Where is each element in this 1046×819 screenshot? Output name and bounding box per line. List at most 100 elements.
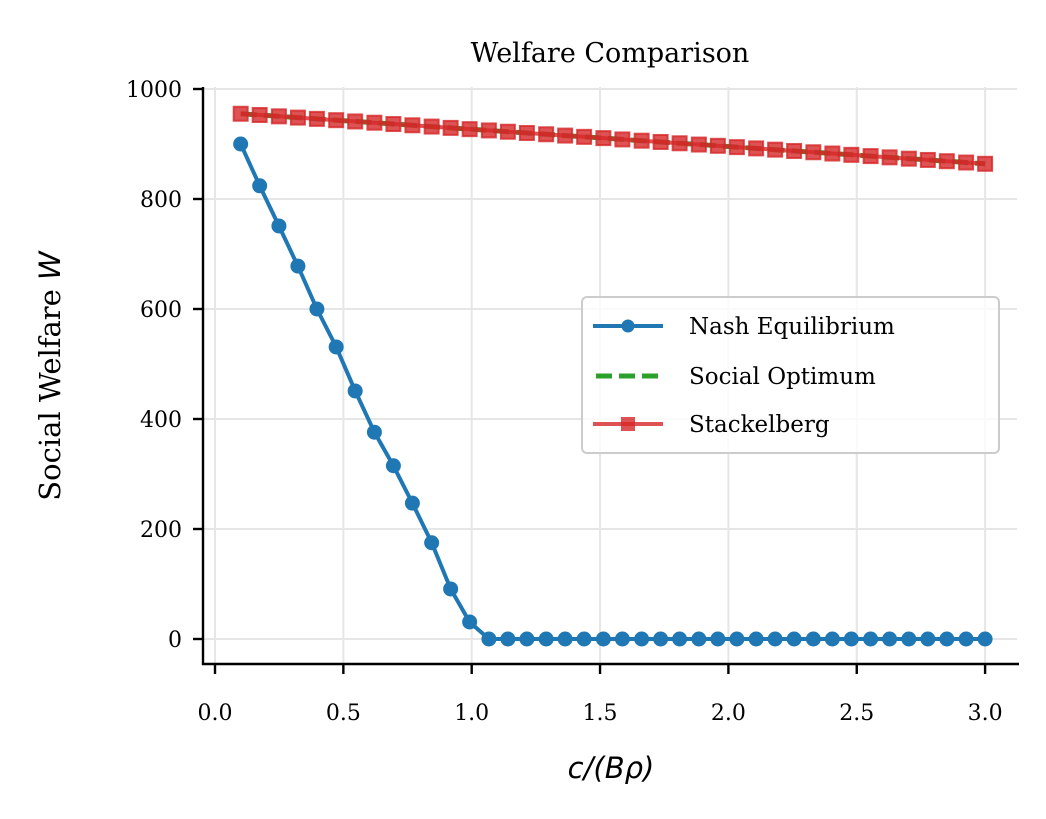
nash-point xyxy=(519,631,535,647)
stackelberg-point xyxy=(347,113,364,130)
series-nash-equilibrium xyxy=(233,136,993,647)
stackelberg-point xyxy=(786,142,803,159)
y-tick-label: 1000 xyxy=(126,78,182,103)
nash-point xyxy=(366,424,382,440)
nash-point xyxy=(958,631,974,647)
stackelberg-point xyxy=(251,107,268,124)
stackelberg-point xyxy=(805,144,822,161)
x-tick-label: 2.5 xyxy=(839,701,874,726)
x-tick-label: 3.0 xyxy=(968,701,1003,726)
nash-point xyxy=(843,631,859,647)
stackelberg-point xyxy=(671,135,688,152)
stackelberg-point xyxy=(633,132,650,149)
stackelberg-point xyxy=(862,148,879,165)
nash-point xyxy=(424,535,440,551)
stackelberg-point xyxy=(919,151,936,168)
stackelberg-point xyxy=(576,128,593,145)
stackelberg-point xyxy=(442,119,459,136)
nash-point xyxy=(252,178,268,194)
nash-point xyxy=(309,301,325,317)
nash-equilibrium-line xyxy=(238,143,986,641)
stackelberg-point xyxy=(595,130,612,147)
stackelberg-point xyxy=(366,114,383,131)
stackelberg-point xyxy=(385,116,402,133)
nash-point xyxy=(290,258,306,274)
nash-point xyxy=(901,631,917,647)
nash-point xyxy=(538,631,554,647)
stackelberg-point xyxy=(614,131,631,148)
legend-marker xyxy=(621,319,635,333)
nash-point xyxy=(347,383,363,399)
chart-title: Welfare Comparison xyxy=(471,38,750,69)
nash-point xyxy=(557,631,573,647)
nash-point xyxy=(805,631,821,647)
y-axis-label-var: W xyxy=(33,250,67,280)
nash-point xyxy=(634,631,650,647)
y-ticks: 0 200 400 600 800 1000 xyxy=(126,78,203,653)
y-axis-label: Social Welfare W xyxy=(33,250,67,501)
stackelberg-point xyxy=(423,118,440,135)
legend-label: Nash Equilibrium xyxy=(689,314,895,340)
nash-point xyxy=(882,631,898,647)
nash-point xyxy=(271,218,287,234)
stackelberg-point xyxy=(958,154,975,171)
stackelberg-point xyxy=(232,105,249,122)
legend-label: Stackelberg xyxy=(689,412,830,438)
nash-point xyxy=(748,631,764,647)
stackelberg-point xyxy=(977,155,994,172)
nash-point xyxy=(500,631,516,647)
stackelberg-point xyxy=(499,123,516,140)
stackelberg-point xyxy=(824,145,841,162)
stackelberg-point xyxy=(709,137,726,154)
series-layer xyxy=(232,105,994,647)
stackelberg-point xyxy=(690,136,707,153)
nash-point xyxy=(939,631,955,647)
stackelberg-point xyxy=(461,121,478,138)
stackelberg-point xyxy=(270,108,287,125)
legend-item-social-optimum: Social Optimum xyxy=(596,364,876,390)
y-tick-label: 400 xyxy=(140,408,182,433)
x-tick-label: 1.0 xyxy=(454,701,489,726)
nash-point xyxy=(767,631,783,647)
axes-spines xyxy=(201,87,1019,666)
stackelberg-line xyxy=(240,111,986,166)
nash-point xyxy=(863,631,879,647)
nash-point xyxy=(404,495,420,511)
legend: Nash Equilibrium Social Optimum Stackelber… xyxy=(581,296,1000,454)
legend-item-stackelberg: Stackelberg xyxy=(593,412,830,438)
nash-point xyxy=(233,136,249,152)
y-tick-label: 600 xyxy=(140,298,182,323)
legend-frame xyxy=(581,296,1000,454)
legend-label: Social Optimum xyxy=(689,364,876,390)
x-tick-label: 1.5 xyxy=(583,701,618,726)
stackelberg-point xyxy=(480,122,497,139)
y-axis-label-text: Social Welfare xyxy=(33,280,67,501)
stackelberg-point xyxy=(881,149,898,166)
x-tick-label: 0.0 xyxy=(198,701,233,726)
x-tick-label: 2.0 xyxy=(711,701,746,726)
stackelberg-point xyxy=(767,141,784,158)
stackelberg-point xyxy=(404,117,421,134)
stackelberg-point xyxy=(938,153,955,170)
stackelberg-point xyxy=(748,140,765,157)
x-tick-label: 0.5 xyxy=(326,701,361,726)
stackelberg-point xyxy=(289,109,306,126)
x-ticks: 0.0 0.5 1.0 1.5 2.0 2.5 3.0 xyxy=(198,664,1003,726)
stackelberg-point xyxy=(518,125,535,141)
nash-point xyxy=(462,614,478,630)
stackelberg-point xyxy=(728,139,745,156)
nash-point xyxy=(385,458,401,474)
nash-point xyxy=(786,631,802,647)
nash-point xyxy=(824,631,840,647)
legend-marker xyxy=(621,417,635,431)
nash-point xyxy=(443,581,459,597)
nash-point xyxy=(653,631,669,647)
nash-point xyxy=(576,631,592,647)
stackelberg-point xyxy=(843,146,860,163)
nash-point xyxy=(595,631,611,647)
stackelberg-point xyxy=(328,112,345,129)
y-tick-label: 0 xyxy=(168,628,182,653)
nash-point xyxy=(481,631,497,647)
nash-point xyxy=(672,631,688,647)
